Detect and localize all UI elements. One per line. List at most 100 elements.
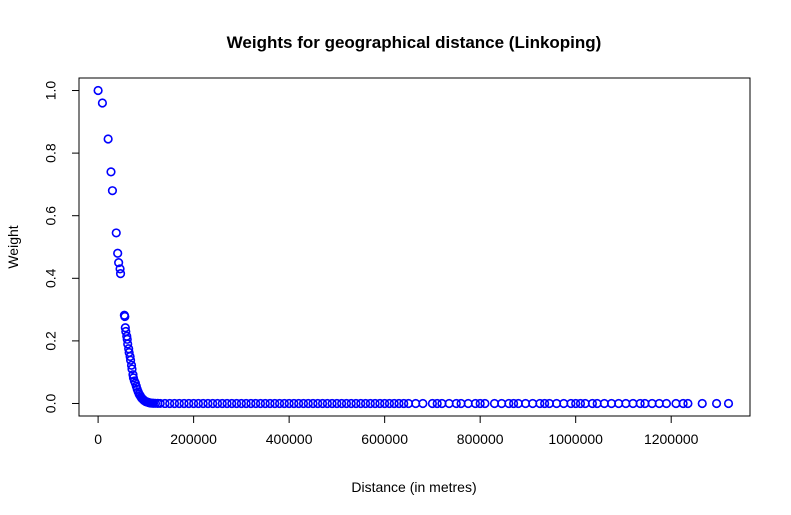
x-tick-label: 800000 [457, 431, 504, 447]
data-point [251, 398, 261, 409]
data-point [227, 398, 237, 409]
data-point [189, 398, 199, 409]
data-point [341, 398, 352, 409]
chart-title: Weights for geographical distance (Linko… [227, 33, 602, 52]
data-point [723, 398, 734, 409]
data-point [103, 134, 113, 144]
x-tick-label: 1200000 [644, 431, 699, 447]
data-points [93, 85, 734, 409]
data-point [380, 398, 390, 409]
x-axis-label: Distance (in metres) [351, 479, 476, 495]
data-point [303, 398, 313, 409]
data-point [217, 398, 227, 409]
data-point [575, 398, 586, 409]
data-point [432, 398, 442, 409]
data-point [399, 398, 409, 409]
data-point [470, 398, 480, 409]
data-point [322, 398, 332, 409]
data-point [111, 228, 121, 238]
data-point [356, 398, 366, 409]
data-point [427, 398, 438, 409]
data-point [106, 167, 116, 177]
x-tick-label: 600000 [361, 431, 408, 447]
y-axis-label: Weight [5, 225, 21, 268]
data-point [127, 364, 137, 374]
data-point [165, 398, 175, 409]
data-point [294, 398, 304, 409]
data-point [504, 398, 514, 409]
data-point [394, 398, 404, 409]
data-point [236, 398, 246, 409]
data-point [332, 398, 342, 409]
y-tick-label: 0.2 [43, 331, 59, 351]
data-point [115, 269, 126, 279]
data-point [184, 398, 194, 409]
data-point [313, 398, 323, 409]
plot-frame [78, 77, 751, 417]
data-point [697, 398, 707, 409]
data-point [480, 398, 490, 409]
data-point [246, 398, 256, 409]
data-point [125, 355, 136, 365]
data-point [475, 398, 485, 409]
data-point [289, 398, 299, 409]
x-tick-label: 400000 [266, 431, 313, 447]
data-point [198, 398, 208, 409]
y-tick-label: 1.0 [43, 81, 59, 101]
x-axis: 0 200000 400000 600000 800000 1000000 1200000 [94, 415, 699, 447]
data-point [661, 398, 672, 409]
data-point [232, 398, 242, 409]
data-point [370, 398, 380, 409]
data-point [418, 398, 428, 409]
y-tick-label: 0.8 [43, 143, 59, 163]
data-point [711, 398, 722, 409]
data-point [535, 398, 545, 409]
data-point [120, 311, 130, 322]
data-point [97, 98, 108, 108]
data-point [678, 398, 688, 409]
data-point [683, 398, 693, 409]
data-point [317, 398, 328, 409]
data-point [122, 334, 132, 344]
y-tick-label: 0.4 [43, 268, 59, 288]
data-point [260, 398, 270, 409]
data-point [451, 398, 461, 409]
data-point [351, 398, 361, 409]
data-point [212, 398, 223, 409]
data-point [123, 339, 133, 349]
data-point [115, 264, 125, 274]
data-point [566, 398, 576, 409]
data-point [179, 398, 189, 409]
data-point [193, 398, 203, 409]
data-point [540, 398, 550, 409]
data-point [365, 398, 375, 409]
y-tick-label: 0.0 [43, 394, 59, 414]
data-point [284, 398, 294, 409]
data-point [587, 398, 597, 409]
y-axis: 0.0 0.2 0.4 0.6 0.8 1.0 [43, 81, 80, 414]
data-point [635, 398, 645, 409]
data-point [384, 398, 395, 409]
data-point [327, 398, 337, 409]
data-point [241, 398, 251, 409]
data-point [265, 398, 275, 409]
data-point [174, 398, 184, 409]
data-point [571, 398, 581, 409]
data-point [346, 398, 356, 409]
data-point [155, 398, 165, 409]
data-point [298, 398, 309, 409]
data-point [126, 360, 137, 370]
data-point [279, 398, 289, 409]
x-tick-label: 0 [94, 431, 102, 447]
data-point [114, 258, 124, 268]
data-point [508, 398, 519, 409]
data-point [120, 323, 130, 333]
data-point [375, 398, 385, 409]
data-point [360, 398, 371, 409]
data-point [203, 398, 213, 409]
data-point [222, 398, 232, 409]
data-point [255, 398, 266, 409]
data-point [107, 186, 118, 196]
data-point [337, 398, 347, 409]
